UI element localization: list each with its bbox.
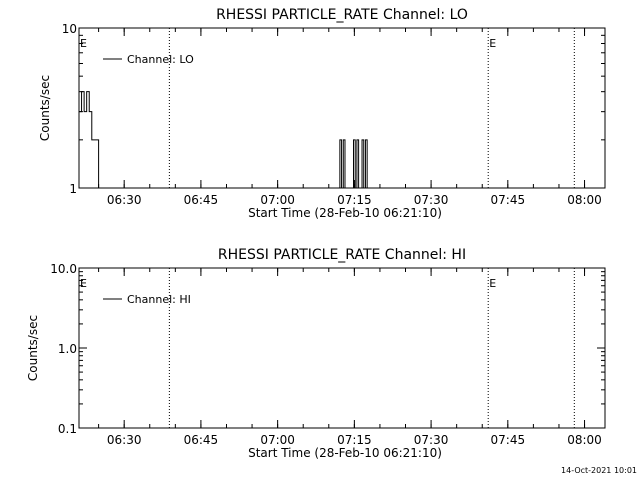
event-marker-label: E (489, 37, 496, 50)
event-marker-label: E (80, 277, 87, 290)
y-tick-label: 0.1 (58, 422, 77, 436)
x-tick-label: 07:15 (337, 433, 372, 447)
x-tick-label: 07:15 (337, 193, 372, 207)
x-tick-label: 06:45 (184, 433, 219, 447)
x-axis-label: Start Time (28-Feb-10 06:21:10) (248, 446, 442, 460)
chart-panel-lo: RHESSI PARTICLE_RATE Channel: LO 06:30 06:… (38, 7, 606, 220)
footer-date: 14-Oct-2021 10:01 (561, 466, 637, 475)
series-line (79, 91, 368, 189)
plot-frame (78, 267, 606, 429)
y-tick-label: 1.0 (58, 342, 77, 356)
y-tick-label: 10.0 (50, 262, 77, 276)
x-axis-label: Start Time (28-Feb-10 06:21:10) (248, 206, 442, 220)
event-marker-label: E (80, 37, 87, 50)
x-tick-label: 08:00 (567, 433, 602, 447)
chart-title: RHESSI PARTICLE_RATE Channel: LO (216, 7, 468, 23)
event-marker-label: E (489, 277, 496, 290)
x-tick-label: 07:30 (414, 193, 449, 207)
y-axis-label: Counts/sec (26, 315, 40, 381)
chart-title: RHESSI PARTICLE_RATE Channel: HI (218, 247, 466, 263)
x-tick-label: 06:30 (107, 193, 142, 207)
y-axis-label: Counts/sec (38, 75, 52, 141)
x-tick-label: 06:45 (184, 193, 219, 207)
x-tick-label: 06:30 (107, 433, 142, 447)
y-tick-label: 1 (69, 182, 77, 196)
legend-label: Channel: LO (127, 53, 194, 66)
x-tick-label: 07:30 (414, 433, 449, 447)
x-tick-label: 07:45 (491, 193, 526, 207)
x-tick-label: 08:00 (567, 193, 602, 207)
legend-label: Channel: HI (127, 293, 191, 306)
x-tick-label: 07:00 (260, 433, 295, 447)
x-tick-label: 07:00 (260, 193, 295, 207)
y-tick-label: 10 (62, 22, 77, 36)
x-tick-label: 07:45 (491, 433, 526, 447)
chart-panel-hi: RHESSI PARTICLE_RATE Channel: HI 06:30 06:… (26, 247, 606, 460)
